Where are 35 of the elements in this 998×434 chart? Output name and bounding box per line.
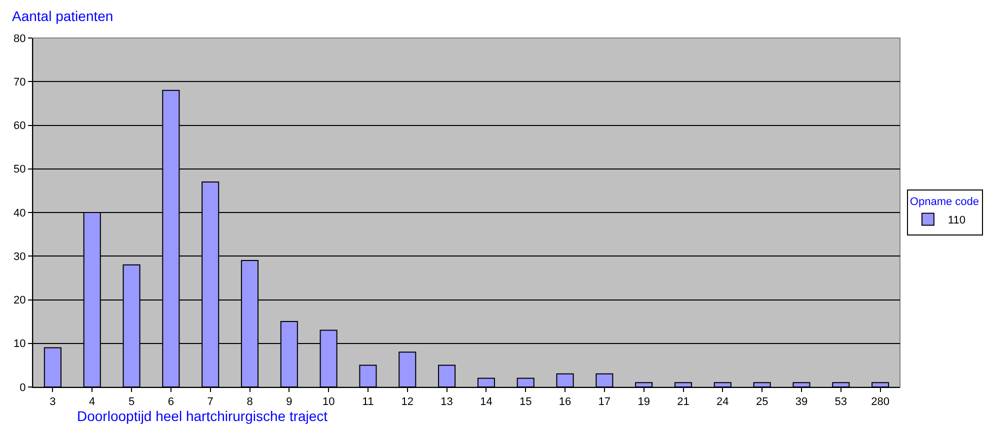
x-tick-label: 8 [246, 396, 253, 408]
x-tick-label: 280 [871, 396, 890, 408]
legend-label: 110 [948, 214, 966, 227]
x-axis-title: Doorlooptijd heel hartchirurgische traject [77, 408, 328, 424]
x-tick-label: 10 [322, 396, 335, 408]
y-tick-label: 80 [14, 32, 26, 45]
x-tick-label: 11 [362, 396, 374, 408]
x-tick-label: 53 [834, 396, 848, 408]
x-tick-label: 21 [677, 396, 690, 408]
x-tick-label: 25 [756, 396, 768, 408]
x-tick-label: 12 [401, 396, 414, 408]
x-tick-label: 7 [207, 396, 214, 408]
y-tick-label: 70 [14, 76, 26, 88]
x-tick-label: 17 [598, 396, 611, 408]
y-tick-label: 0 [20, 382, 26, 394]
y-tick-label: 40 [14, 207, 26, 220]
x-tick-label: 16 [558, 396, 572, 408]
x-tick-label: 9 [286, 396, 292, 408]
y-tick-label: 30 [14, 250, 26, 263]
y-axis-title: Aantal patienten [12, 8, 114, 24]
y-tick-label: 60 [14, 120, 26, 132]
x-tick-label: 39 [795, 396, 808, 408]
y-tick-label: 20 [14, 294, 26, 307]
x-tick-label: 6 [168, 396, 174, 408]
y-tick-label: 50 [14, 164, 26, 176]
legend-title: Opname code [910, 196, 980, 208]
x-tick-label: 15 [519, 396, 532, 408]
x-tick-label: 5 [128, 396, 135, 408]
x-tick-label: 24 [716, 396, 729, 408]
x-tick-label: 3 [50, 396, 56, 408]
x-tick-label: 4 [89, 396, 96, 408]
x-tick-label: 14 [480, 396, 492, 408]
y-tick-label: 10 [14, 338, 26, 350]
x-tick-label: 19 [638, 396, 650, 408]
x-tick-label: 13 [440, 396, 453, 408]
